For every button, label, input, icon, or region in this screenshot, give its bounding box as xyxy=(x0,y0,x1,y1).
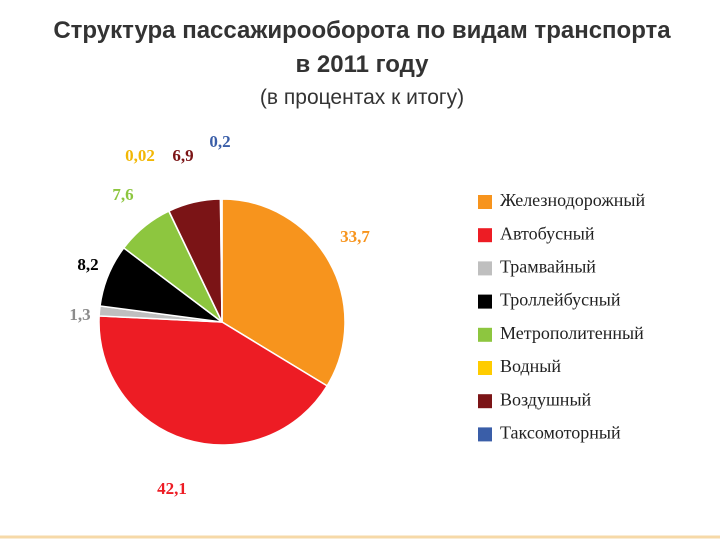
legend-label: Железнодорожный xyxy=(500,190,645,210)
value-label: 7,6 xyxy=(112,185,133,204)
legend-swatch xyxy=(478,361,492,375)
legend-label: Троллейбусный xyxy=(500,290,621,310)
legend-swatch xyxy=(478,427,492,442)
legend-swatch xyxy=(478,228,492,243)
legend-label: Таксомоторный xyxy=(500,423,621,443)
legend-label: Автобусный xyxy=(500,223,595,243)
legend-label: Трамвайный xyxy=(500,257,596,277)
legend-swatch xyxy=(478,261,492,276)
value-label: 8,2 xyxy=(77,255,98,274)
value-label: 0,02 xyxy=(125,146,155,165)
legend-swatch xyxy=(478,327,492,342)
pie-slice xyxy=(98,315,329,446)
pie-slice xyxy=(221,198,346,387)
value-label: 0,2 xyxy=(209,132,230,151)
legend-label: Воздушный xyxy=(500,389,592,409)
legend-label: Водный xyxy=(500,356,561,376)
chart-title: Структура пассажирооборота по видам тран… xyxy=(53,17,671,44)
value-label: 42,1 xyxy=(157,479,187,498)
chart-subtitle: (в процентах к итогу) xyxy=(260,86,464,109)
value-label: 1,3 xyxy=(69,305,90,324)
value-label: 33,7 xyxy=(340,227,370,246)
legend-label: Метрополитенный xyxy=(500,323,644,343)
value-label: 6,9 xyxy=(172,146,193,165)
pie-slice xyxy=(219,198,223,323)
legend-swatch xyxy=(478,294,492,309)
chart-title: в 2011 году xyxy=(295,51,429,78)
legend-swatch xyxy=(478,195,492,209)
legend-swatch xyxy=(478,394,492,409)
